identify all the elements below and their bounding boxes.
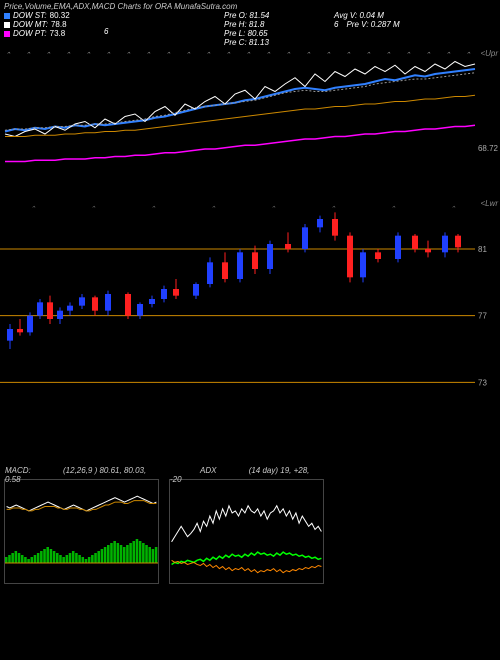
svg-text:⌃: ⌃ (25, 51, 31, 59)
pre-v: Pre V: 0.287 M (346, 20, 399, 29)
dow-st: DOW ST: 80.32 (4, 11, 94, 20)
lower-marker: <Lwr (480, 199, 498, 208)
adx-title: ADX (200, 466, 216, 475)
adx-panel: ADX (14 day) 19, +28, -20 (169, 479, 324, 584)
svg-text:⌃: ⌃ (205, 51, 211, 59)
svg-text:⌃: ⌃ (145, 51, 151, 59)
svg-text:⌃: ⌃ (5, 51, 11, 59)
svg-text:⌃: ⌃ (90, 205, 96, 213)
extra-6: 6 (334, 20, 338, 29)
svg-text:⌃: ⌃ (325, 51, 331, 59)
ema-right-label: 68.72 (478, 144, 498, 153)
dow-pt-swatch (4, 31, 10, 37)
svg-text:⌃: ⌃ (65, 51, 71, 59)
svg-text:⌃: ⌃ (105, 51, 111, 59)
pre-l: Pre L: 80.65 (224, 29, 324, 38)
svg-text:⌃: ⌃ (390, 205, 396, 213)
svg-text:⌃: ⌃ (210, 205, 216, 213)
svg-text:⌃: ⌃ (465, 51, 471, 59)
svg-text:⌃: ⌃ (445, 51, 451, 59)
svg-text:⌃: ⌃ (305, 51, 311, 59)
svg-text:⌃: ⌃ (365, 51, 371, 59)
svg-text:⌃: ⌃ (385, 51, 391, 59)
pre-h: Pre H: 81.8 (224, 20, 324, 29)
ema-line-chart: ⌃ ⌃ ⌃ ⌃ ⌃ ⌃ ⌃ ⌃ ⌃ ⌃ ⌃ ⌃ ⌃ ⌃ ⌃ ⌃ ⌃ ⌃ ⌃ ⌃ ⌃ ⌃ ⌃ ⌃ 68.72 <Upr (0, 49, 500, 199)
svg-text:⌃: ⌃ (450, 205, 456, 213)
svg-text:⌃: ⌃ (265, 51, 271, 59)
pre-c: Pre C: 81.13 (224, 38, 324, 47)
svg-text:⌃: ⌃ (330, 205, 336, 213)
candlestick-chart: 81 77 73 ⌃ ⌃ ⌃ ⌃ ⌃ ⌃ ⌃ ⌃ <Lwr (0, 199, 500, 399)
svg-text:⌃: ⌃ (185, 51, 191, 59)
svg-text:⌃: ⌃ (245, 51, 251, 59)
svg-text:⌃: ⌃ (150, 205, 156, 213)
dow-st-swatch (4, 13, 10, 19)
chart-header: Price,Volume,EMA,ADX,MACD Charts for ORA… (0, 0, 500, 49)
upper-marker: <Upr (480, 49, 498, 58)
page-title: Price,Volume,EMA,ADX,MACD Charts for ORA… (4, 2, 496, 11)
svg-text:⌃: ⌃ (225, 51, 231, 59)
pre-o: Pre O: 81.54 (224, 11, 324, 20)
svg-text:⌃: ⌃ (125, 51, 131, 59)
adx-subtitle: (14 day) 19, +28, -20 (170, 466, 309, 484)
macd-title: MACD: (5, 466, 31, 475)
svg-text:77: 77 (478, 312, 487, 321)
svg-text:⌃: ⌃ (165, 51, 171, 59)
svg-text:⌃: ⌃ (425, 51, 431, 59)
svg-text:⌃: ⌃ (270, 205, 276, 213)
avg-v: Avg V: 0.04 M (334, 11, 454, 20)
svg-text:⌃: ⌃ (45, 51, 51, 59)
svg-text:⌃: ⌃ (85, 51, 91, 59)
dow-mt-swatch (4, 22, 10, 28)
svg-text:73: 73 (478, 378, 487, 387)
extra-num: 6 (104, 27, 164, 36)
indicator-row: MACD: (12,26,9 ) 80.61, 80.03, 0.58 ADX … (0, 479, 500, 584)
svg-text:⌃: ⌃ (345, 51, 351, 59)
dow-pt: DOW PT: 73.8 (4, 29, 94, 38)
svg-text:⌃: ⌃ (285, 51, 291, 59)
svg-text:⌃: ⌃ (30, 205, 36, 213)
svg-text:⌃: ⌃ (405, 51, 411, 59)
macd-panel: MACD: (12,26,9 ) 80.61, 80.03, 0.58 (4, 479, 159, 584)
dow-mt: DOW MT: 78.8 (4, 20, 94, 29)
svg-text:81: 81 (478, 245, 487, 254)
